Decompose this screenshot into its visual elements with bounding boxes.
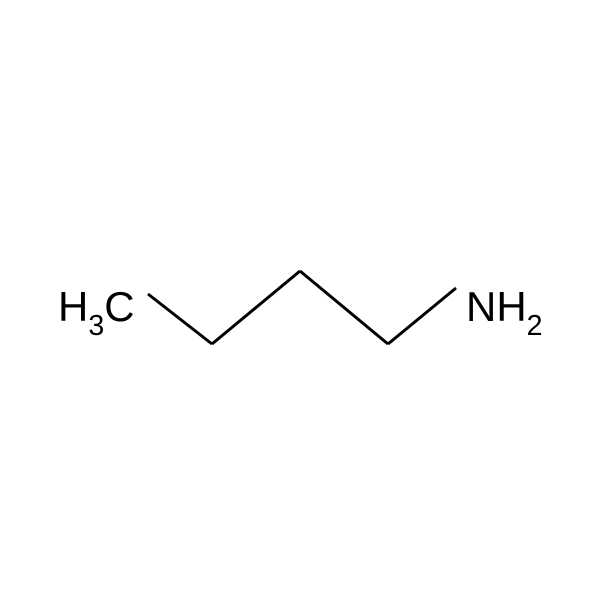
amine-terminal-label: NH2 (466, 286, 543, 336)
left-sub: 3 (88, 310, 104, 342)
left-main: H (58, 283, 88, 330)
bond-line (148, 294, 212, 344)
methyl-terminal-label: H3C (58, 286, 135, 336)
molecule-canvas: H3C NH2 (0, 0, 600, 600)
bond-line (300, 271, 388, 344)
right-main: NH (466, 283, 527, 330)
right-sub: 2 (527, 310, 543, 342)
bond-line (388, 288, 456, 344)
left-tail: C (104, 283, 134, 330)
bond-line (212, 271, 300, 344)
